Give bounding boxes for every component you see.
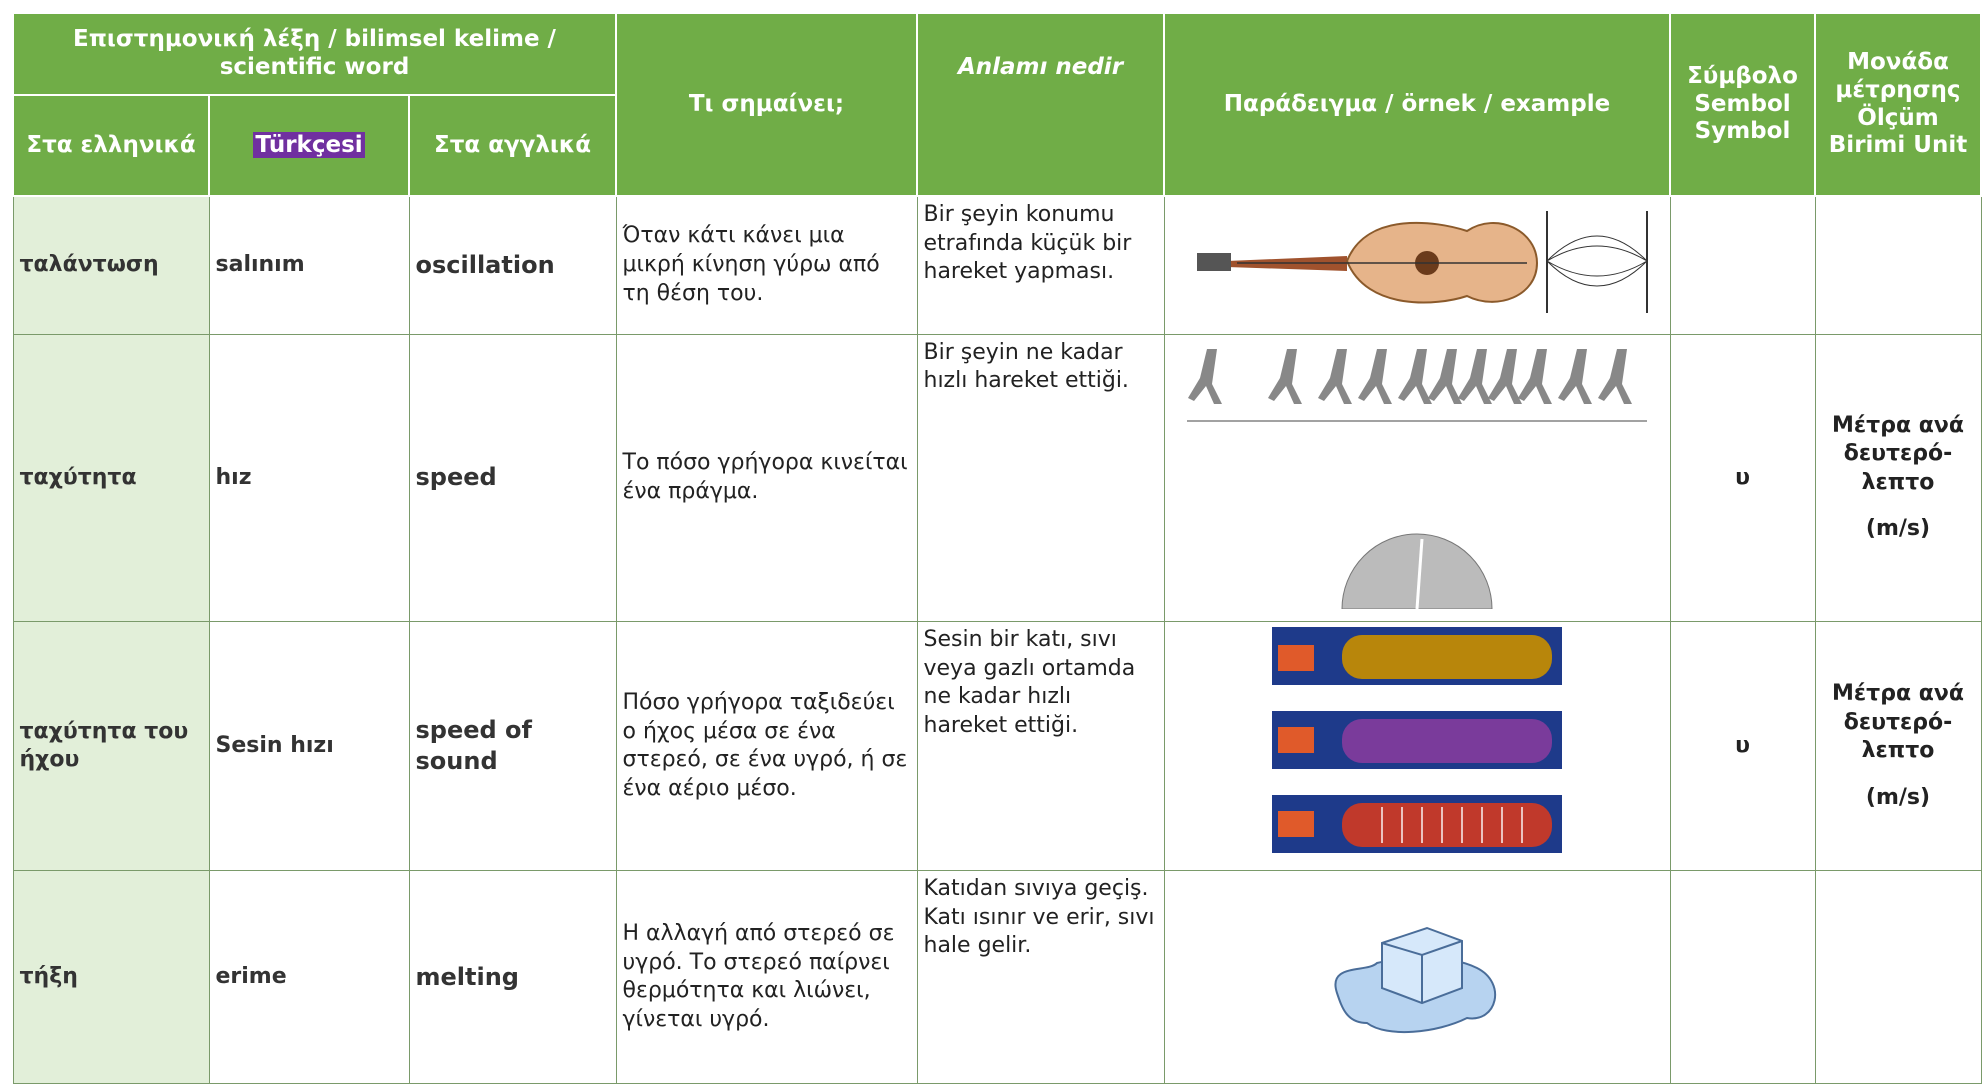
unit-abbr: (m/s) (1865, 784, 1931, 810)
melting-image (1334, 926, 1496, 1033)
english-term: oscillation (408, 195, 617, 335)
turkish-term: Sesin hızı (208, 621, 410, 872)
unit-cell (1814, 195, 1982, 335)
meaning-greek: Πόσο γρήγορα ταξιδεύει ο ήχος μέσα σε έν… (615, 621, 918, 872)
greek-term: τήξη (12, 870, 210, 1084)
example-cell (1163, 870, 1671, 1084)
unit-cell (1814, 870, 1982, 1084)
unit-cell: Μέτρα ανά δευτερό-λεπτο (m/s) (1814, 333, 1982, 623)
table-row: ταχύτητα του ήχου Sesin hızı speed of soun… (12, 621, 1982, 872)
oscillation-image (1197, 211, 1648, 313)
header-english: Στα αγγλικά (408, 94, 617, 197)
turkish-term: erime (208, 870, 410, 1084)
speed-image (1187, 348, 1647, 610)
turkish-term: salınım (208, 195, 410, 335)
speed-of-sound-image (1272, 626, 1562, 853)
symbol: υ (1669, 621, 1816, 872)
symbol (1669, 195, 1816, 335)
unit-name: Μέτρα ανά δευτερό-λεπτο (1832, 681, 1964, 764)
vocabulary-table: Επιστημονική λέξη / bilimsel kelime / sc… (12, 12, 1982, 1084)
greek-term: ταχύτητα του ήχου (12, 621, 210, 872)
header-unit: Μονάδα μέτρησης Ölçüm Birimi Unit (1814, 12, 1982, 197)
greek-term: ταχύτητα (12, 333, 210, 623)
unit-cell: Μέτρα ανά δευτερό-λεπτο (m/s) (1814, 621, 1982, 872)
symbol: υ (1669, 333, 1816, 623)
table-body: ταλάντωση salınım oscillation Όταν κάτι κάν… (12, 195, 1982, 1084)
meaning-greek: Το πόσο γρήγορα κινείται ένα πράγμα. (615, 333, 918, 623)
meaning-turkish: Katıdan sıvıya geçiş. Katı ısınır ve eri… (916, 870, 1165, 1084)
meaning-greek: Όταν κάτι κάνει μια μικρή κίνηση γύρω απ… (615, 195, 918, 335)
english-term: speed of sound (408, 621, 617, 872)
english-term: speed (408, 333, 617, 623)
meaning-greek: Η αλλαγή από στερεό σε υγρό. Το στερεό π… (615, 870, 918, 1084)
table-row: τήξη erime melting Η αλλαγή από στερεό σε υ… (12, 870, 1982, 1084)
header-turkish: Türkçesi (253, 131, 365, 158)
header-meaning-gr: Τι σημαίνει; (615, 12, 918, 197)
header-greek: Στα ελληνικά (12, 94, 210, 197)
greek-term: ταλάντωση (12, 195, 210, 335)
symbol (1669, 870, 1816, 1084)
table-row: ταχύτητα hız speed Το πόσο γρήγορα κινείται… (12, 333, 1982, 623)
table-row: ταλάντωση salınım oscillation Όταν κάτι κάν… (12, 195, 1982, 335)
english-term: melting (408, 870, 617, 1084)
header-example: Παράδειγμα / örnek / example (1163, 12, 1671, 197)
header-meaning-tr: Anlamı nedir (916, 12, 1165, 197)
meaning-turkish: Bir şeyin konumu etrafında küçük bir har… (916, 195, 1165, 335)
header-turkish-cell: Türkçesi (208, 94, 410, 197)
meaning-turkish: Sesin bir katı, sıvı veya gazlı ortamda … (916, 621, 1165, 872)
unit-abbr: (m/s) (1865, 516, 1931, 542)
meaning-turkish: Bir şeyin ne kadar hızlı hareket ettiği. (916, 333, 1165, 623)
unit-name: Μέτρα ανά δευτερό-λεπτο (1832, 412, 1964, 495)
header-group: Επιστημονική λέξη / bilimsel kelime / sc… (12, 12, 617, 96)
example-cell (1163, 621, 1671, 872)
example-cell (1163, 333, 1671, 623)
turkish-term: hız (208, 333, 410, 623)
example-cell (1163, 195, 1671, 335)
header-symbol: Σύμβολο Sembol Symbol (1669, 12, 1816, 197)
